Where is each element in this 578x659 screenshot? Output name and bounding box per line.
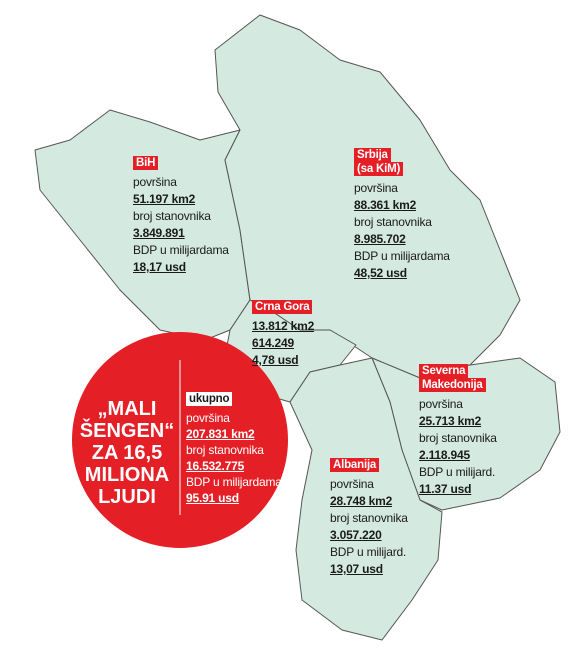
- row-value: 18,17 usd: [133, 260, 186, 274]
- region-name: Severna: [419, 364, 469, 378]
- row-label: broj stanovnika: [354, 215, 432, 229]
- total-value: 95.91 usd: [186, 491, 239, 505]
- row-label: broj stanovnika: [330, 511, 408, 525]
- row-label: BDP u milijard.: [419, 465, 496, 479]
- row-value: 48,52 usd: [354, 266, 407, 280]
- total-label: BDP u milijardama: [186, 475, 282, 489]
- region-name: Crna Gora: [252, 300, 313, 314]
- region-albania: [289, 357, 443, 641]
- row-value: 3.849.891: [133, 226, 185, 240]
- row-value: 51.197 km2: [133, 192, 196, 206]
- total-value: 207.831 km2: [186, 427, 255, 441]
- row-value: 88.361 km2: [354, 198, 417, 212]
- row-value: 28.748 km2: [330, 494, 393, 508]
- row-label: površina: [354, 181, 398, 195]
- row-value: 13.812 km2: [252, 319, 315, 333]
- region-name: (sa KiM): [354, 162, 404, 176]
- row-label: površina: [419, 397, 463, 411]
- title-line: „MALI: [97, 398, 157, 420]
- row-label: BDP u milijardama: [354, 249, 450, 263]
- row-value: 3.057.220: [330, 528, 382, 542]
- region-name: Srbija: [354, 148, 391, 162]
- region-name: Makedonija: [419, 378, 486, 392]
- row-label: broj stanovnika: [133, 209, 211, 223]
- region-name: BiH: [133, 156, 159, 170]
- row-label: površina: [330, 477, 374, 491]
- title-line: LJUDI: [98, 486, 156, 508]
- total-label: broj stanovnika: [186, 443, 264, 457]
- title-line: MILIONA: [84, 464, 170, 486]
- row-value: 614.249: [252, 336, 294, 350]
- row-value: 25.713 km2: [419, 414, 482, 428]
- region-name: Albanija: [330, 458, 380, 472]
- row-label: broj stanovnika: [419, 431, 497, 445]
- row-value: 4,78 usd: [252, 353, 299, 367]
- row-value: 2.118.945: [419, 448, 470, 462]
- total-name: ukupno: [186, 392, 233, 406]
- total-value: 16.532.775: [186, 459, 245, 473]
- total-label: površina: [186, 411, 230, 425]
- title-line: ŠENGEN“: [79, 420, 175, 442]
- row-label: BDP u milijardama: [133, 243, 229, 257]
- row-value: 11.37 usd: [419, 482, 472, 496]
- title-line: ZA 16,5: [91, 442, 163, 464]
- row-value: 8.985.702: [354, 232, 406, 246]
- row-label: površina: [133, 175, 177, 189]
- row-value: 13,07 usd: [330, 562, 383, 576]
- row-label: BDP u milijard.: [330, 545, 407, 559]
